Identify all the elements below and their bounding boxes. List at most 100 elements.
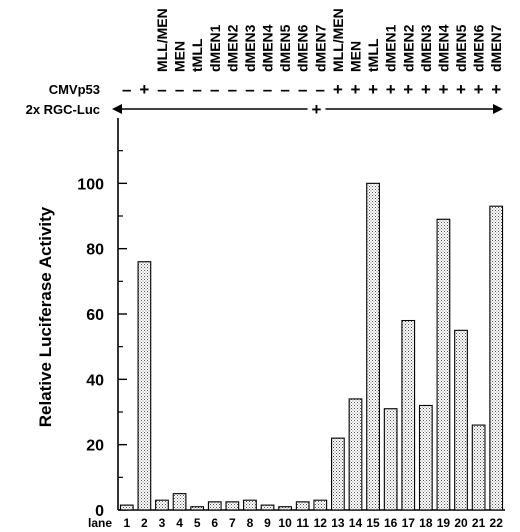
lane-label: 9 — [264, 516, 271, 530]
cmvp53-sign: – — [157, 80, 166, 99]
lane-label: 22 — [490, 516, 504, 530]
bar-lane-21 — [471, 424, 486, 511]
lane-label: 5 — [194, 516, 201, 530]
y-tick-label: 0 — [95, 503, 104, 520]
construct-label: MEN — [347, 41, 363, 72]
cmvp53-sign: + — [456, 80, 466, 99]
lane-label: 16 — [384, 516, 398, 530]
lane-label: 10 — [278, 516, 292, 530]
construct-label: dMEN1 — [207, 24, 223, 72]
rgc-luc-sign: + — [312, 100, 322, 119]
construct-label: dMEN3 — [242, 24, 258, 72]
construct-label: dMEN3 — [418, 24, 434, 72]
lane-label: 8 — [247, 516, 254, 530]
construct-label: dMEN5 — [277, 24, 293, 72]
span-sign-backdrop — [307, 99, 326, 117]
bar-lane-17 — [401, 319, 416, 511]
bar-lane-11 — [295, 501, 310, 511]
construct-label: dMEN7 — [312, 24, 328, 72]
construct-label: dMEN6 — [295, 24, 311, 72]
construct-label: dMEN4 — [260, 24, 276, 72]
construct-label: dMEN2 — [224, 24, 240, 72]
bar-lane-19 — [436, 218, 451, 511]
cmvp53-sign: – — [263, 80, 272, 99]
lane-label: 13 — [331, 516, 345, 530]
lane-label: 7 — [229, 516, 236, 530]
construct-label: dMEN2 — [400, 24, 416, 72]
cmvp53-sign: + — [139, 80, 149, 99]
lane-label: 14 — [349, 516, 363, 530]
bar-lane-6 — [207, 501, 222, 511]
cmvp53-sign: – — [210, 80, 219, 99]
cmvp53-sign: – — [316, 80, 325, 99]
cmvp53-sign: – — [228, 80, 237, 99]
cmvp53-sign: + — [351, 80, 361, 99]
construct-label: tMLL — [189, 38, 205, 72]
lane-label: 3 — [159, 516, 166, 530]
bar-lane-5 — [190, 506, 205, 511]
y-tick-label: 60 — [86, 307, 104, 324]
lane-label: 18 — [419, 516, 433, 530]
bar-lane-20 — [454, 329, 468, 511]
bar-lane-8 — [243, 499, 257, 511]
condition-rows: CMVp53– + – – – – – – – – – – + + + + + + + + + +2x RGC-Luc + — [26, 80, 503, 119]
bar-lane-1 — [119, 504, 134, 511]
construct-label: MLL/MEN — [154, 8, 170, 72]
cmvp53-sign: – — [298, 80, 307, 99]
bar-lane-16 — [383, 408, 398, 511]
bar-lane-10 — [278, 506, 292, 511]
construct-label: MLL/MEN — [330, 8, 346, 72]
bar-lane-2 — [137, 261, 152, 511]
bar-lane-15 — [366, 182, 380, 511]
lane-label: 4 — [176, 516, 183, 530]
arrow-right-icon — [493, 104, 503, 114]
construct-label: dMEN7 — [488, 24, 504, 72]
bar-lane-14 — [348, 398, 363, 511]
row-label-cmvp53: CMVp53 — [49, 82, 100, 97]
lane-label: 2 — [141, 516, 148, 530]
cmvp53-sign: + — [386, 80, 396, 99]
construct-label: dMEN6 — [471, 24, 487, 72]
construct-labels: MLL/MEN MEN tMLL dMEN1 dMEN2 dMEN3 dMEN4 dMEN5 d… — [154, 8, 504, 72]
cmvp53-sign: + — [333, 80, 343, 99]
cmvp53-sign: – — [175, 80, 184, 99]
cmvp53-sign: + — [403, 80, 413, 99]
construct-label: MEN — [172, 41, 188, 72]
lane-label: 21 — [472, 516, 486, 530]
cmvp53-sign: – — [192, 80, 201, 99]
bar-lane-18 — [418, 404, 433, 511]
bar-lane-4 — [172, 493, 187, 511]
construct-label: dMEN4 — [435, 24, 451, 72]
lane-axis-title: lane — [88, 516, 112, 530]
lane-labels: lane 1 2 3 4 5 6 7 8 9 10 11 12 13 14 15 16 17 18 19 20 21 22 — [88, 516, 503, 530]
bar-lane-7 — [225, 501, 240, 511]
y-tick-label: 100 — [77, 176, 104, 193]
cmvp53-sign: + — [474, 80, 484, 99]
arrow-left-icon — [112, 104, 122, 114]
row-label-rgc-luc: 2x RGC-Luc — [26, 102, 100, 117]
y-tick-label: 80 — [86, 242, 104, 259]
bar-series — [119, 182, 504, 511]
bar-lane-12 — [313, 499, 328, 511]
cmvp53-sign: + — [438, 80, 448, 99]
bar-lane-22 — [489, 205, 504, 511]
cmvp53-sign: + — [421, 80, 431, 99]
y-tick-label: 20 — [86, 438, 104, 455]
lane-label: 6 — [211, 516, 218, 530]
cmvp53-sign: – — [280, 80, 289, 99]
cmvp53-sign: – — [122, 80, 131, 99]
lane-label: 15 — [366, 516, 380, 530]
cmvp53-sign: + — [491, 80, 501, 99]
y-axis-label: Relative Luciferase Activity — [36, 206, 55, 427]
construct-label: dMEN1 — [383, 24, 399, 72]
cmvp53-sign: – — [245, 80, 254, 99]
lane-label: 19 — [437, 516, 451, 530]
lane-label: 12 — [314, 516, 328, 530]
construct-label: tMLL — [365, 38, 381, 72]
y-tick-label: 40 — [86, 372, 104, 389]
construct-label: dMEN5 — [453, 24, 469, 72]
bar-lane-9 — [260, 504, 275, 511]
lane-label: 1 — [123, 516, 130, 530]
bar-lane-3 — [155, 499, 169, 511]
